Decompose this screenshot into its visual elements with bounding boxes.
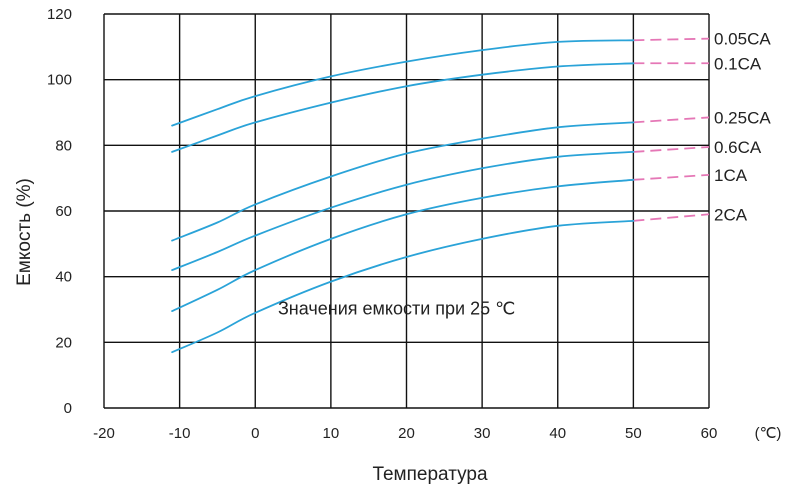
- x-tick-label: 30: [474, 425, 491, 442]
- y-tick-labels: 0 20 40 60 80 100 120: [47, 6, 72, 417]
- annotation: Значения емкости при 25 ℃: [278, 298, 515, 318]
- x-tick-label: 10: [323, 425, 340, 442]
- y-tick-label: 100: [47, 72, 72, 89]
- series-line-0.25CA: [171, 121, 635, 242]
- x-unit-label: (℃): [755, 425, 782, 442]
- x-axis-title: Температура: [372, 464, 488, 485]
- x-tick-labels: -20 -10 0 10 20 30 40 50 60: [93, 425, 717, 442]
- annotation-text: Значения емкости при 25: [278, 298, 495, 318]
- series-extension-2CA: [633, 213, 710, 222]
- y-tick-label: 40: [55, 269, 72, 286]
- series-labels: 0.05CA 0.1CA 0.25CA 0.6CA 1CA 2CA: [714, 30, 771, 225]
- series-label: 2CA: [714, 205, 748, 224]
- annotation-unit: ℃: [495, 298, 515, 318]
- grid: [103, 13, 710, 409]
- series-extension-1CA: [633, 173, 710, 181]
- y-axis-title: Емкость (%): [14, 178, 35, 286]
- series-label: 0.1CA: [714, 54, 762, 73]
- series-lines: [171, 39, 635, 354]
- series-label: 0.05CA: [714, 30, 771, 49]
- x-tick-label: -10: [169, 425, 191, 442]
- x-tick-label: 20: [398, 425, 415, 442]
- x-tick-label: 0: [251, 425, 259, 442]
- series-label: 1CA: [714, 166, 748, 185]
- series-line-0.6CA: [171, 151, 635, 271]
- x-tick-label: 40: [549, 425, 566, 442]
- y-tick-label: 60: [55, 203, 72, 220]
- series-extension-0.6CA: [633, 146, 710, 153]
- x-tick-label: 60: [701, 425, 718, 442]
- y-tick-label: 120: [47, 6, 72, 23]
- series-line-2CA: [171, 220, 635, 354]
- series-extension-0.05CA: [633, 37, 710, 42]
- series-line-0.05CA: [171, 39, 635, 127]
- x-tick-label: 50: [625, 425, 642, 442]
- y-tick-label: 80: [55, 137, 72, 154]
- series-label: 0.6CA: [714, 138, 762, 157]
- y-tick-label: 0: [64, 400, 72, 417]
- x-tick-label: -20: [93, 425, 115, 442]
- extensions: [633, 37, 710, 222]
- series-extension-0.25CA: [633, 116, 710, 124]
- series-line-0.1CA: [171, 62, 635, 153]
- y-tick-label: 20: [55, 334, 72, 351]
- series-label: 0.25CA: [714, 108, 771, 127]
- series-line-1CA: [171, 178, 635, 312]
